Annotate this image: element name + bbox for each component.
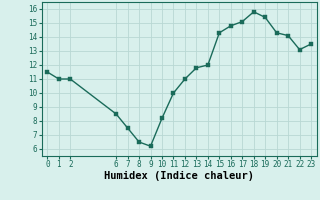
X-axis label: Humidex (Indice chaleur): Humidex (Indice chaleur) [104, 171, 254, 181]
